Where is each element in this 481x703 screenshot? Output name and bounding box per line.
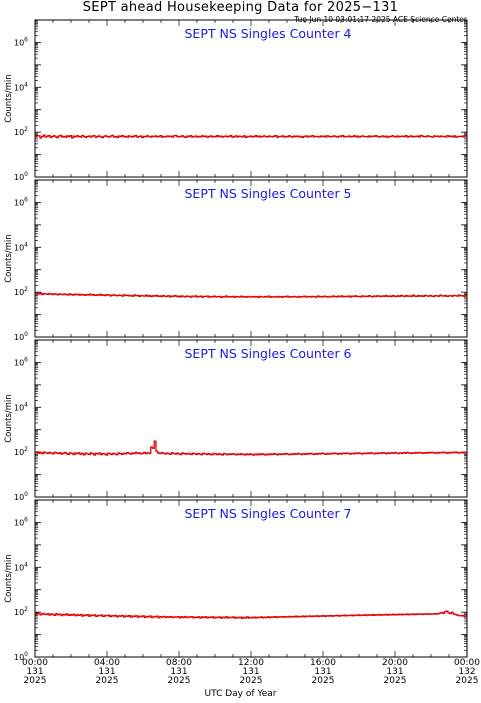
x-tick-year: 2025 xyxy=(168,676,191,686)
panel-title: SEPT NS Singles Counter 4 xyxy=(184,26,351,41)
y-tick-label: 104 xyxy=(14,561,28,572)
plot-frame xyxy=(34,179,468,338)
y-axis-label: Counts/min xyxy=(4,554,14,603)
plot-frame xyxy=(34,19,468,178)
y-tick-label: 100 xyxy=(14,171,28,182)
y-tick-label: 106 xyxy=(14,356,28,367)
chart-main-title: SEPT ahead Housekeeping Data for 2025−13… xyxy=(82,0,399,15)
x-tick-time: 08:00 xyxy=(166,658,192,668)
chart-panel-7: 100 102 104 106 Counts/min SEPT NS Singles Co… xyxy=(4,499,468,662)
data-series-line xyxy=(35,610,467,619)
plot-frame xyxy=(34,339,468,498)
y-tick-label: 106 xyxy=(14,196,28,207)
x-tick-day: 131 xyxy=(314,667,331,677)
x-tick-day: 131 xyxy=(170,667,187,677)
chart-panel-6: 100 102 104 106 Counts/min SEPT NS Singles Co… xyxy=(4,339,468,502)
panel-title: SEPT NS Singles Counter 5 xyxy=(184,186,351,201)
x-tick-year: 2025 xyxy=(96,676,119,686)
data-series-line xyxy=(35,292,467,299)
y-tick-label: 104 xyxy=(14,241,28,252)
y-tick-label: 106 xyxy=(14,516,28,527)
x-tick-day: 131 xyxy=(26,667,43,677)
x-tick-year: 2025 xyxy=(384,676,407,686)
x-tick-year: 2025 xyxy=(24,676,47,686)
y-axis-label: Counts/min xyxy=(4,234,14,283)
y-tick-label: 100 xyxy=(14,491,28,502)
x-axis-label: UTC Day of Year xyxy=(204,689,277,699)
x-tick-day: 131 xyxy=(386,667,403,677)
y-tick-label: 104 xyxy=(14,81,28,92)
y-tick-label: 100 xyxy=(14,651,28,662)
y-tick-label: 100 xyxy=(14,331,28,342)
x-tick-time: 00:00 xyxy=(22,658,48,668)
y-tick-label: 102 xyxy=(14,446,28,457)
x-tick-time: 12:00 xyxy=(238,658,264,668)
x-tick-year: 2025 xyxy=(456,676,479,686)
y-axis-label: Counts/min xyxy=(4,74,14,123)
data-series-line xyxy=(35,134,467,139)
x-tick-year: 2025 xyxy=(240,676,263,686)
x-tick-day: 131 xyxy=(98,667,115,677)
x-tick-time: 00:00 xyxy=(454,658,480,668)
y-axis-label: Counts/min xyxy=(4,394,14,443)
y-tick-label: 102 xyxy=(14,606,28,617)
x-tick-day: 132 xyxy=(458,667,475,677)
y-tick-label: 102 xyxy=(14,286,28,297)
x-tick-time: 20:00 xyxy=(382,658,408,668)
plot-frame xyxy=(34,499,468,658)
y-tick-label: 102 xyxy=(14,126,28,137)
panel-title: SEPT NS Singles Counter 6 xyxy=(184,346,351,361)
x-tick-year: 2025 xyxy=(312,676,335,686)
panel-title: SEPT NS Singles Counter 7 xyxy=(184,506,351,521)
x-tick-day: 131 xyxy=(242,667,259,677)
x-tick-time: 16:00 xyxy=(310,658,336,668)
y-tick-label: 106 xyxy=(14,36,28,47)
chart-panel-5: 100 102 104 106 Counts/min SEPT NS Singles Co… xyxy=(4,179,468,342)
data-series-line xyxy=(35,440,467,456)
y-tick-label: 104 xyxy=(14,401,28,412)
x-tick-time: 04:00 xyxy=(94,658,120,668)
chart-panel-4: 100 102 104 106 Counts/min SEPT NS Singles Co… xyxy=(4,19,468,182)
